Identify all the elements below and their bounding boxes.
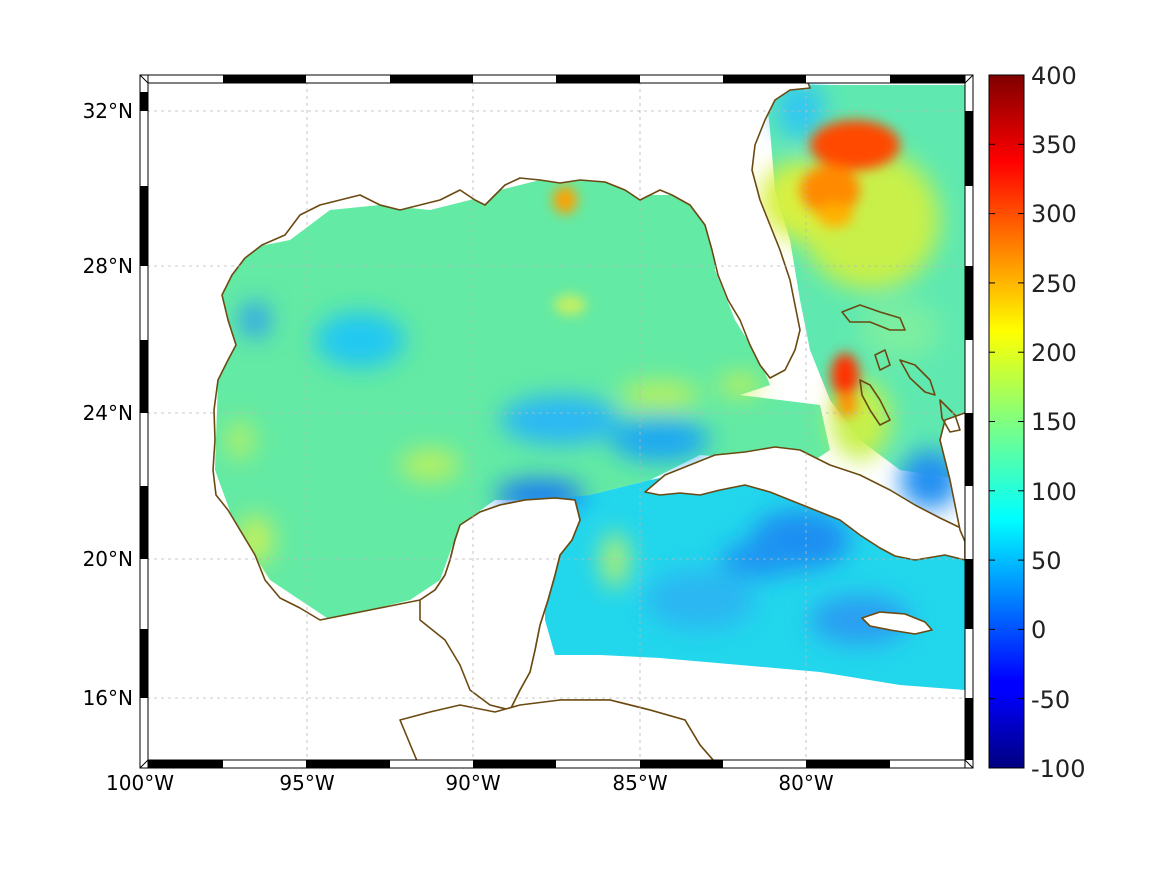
colorbar: 400 350 300 250 200 150 100 50 0 -50 -10… [988,62,1085,783]
colorbar-tick-label: 200 [1031,339,1077,367]
colorbar-tick-label: 300 [1031,200,1077,228]
colorbar-tick-label: 400 [1031,62,1077,90]
colorbar-tick-label: -100 [1031,755,1085,783]
cuba [644,446,966,561]
jamaica [861,611,933,635]
colorbar-tick-label: 0 [1031,616,1046,644]
field-hotspots [553,120,900,417]
colorbar-tick-label: 100 [1031,478,1077,506]
gulf-field [215,180,830,620]
longitude-labels: 100°W 95°W 90°W 85°W 80°W [106,771,834,795]
lat-tick-label: 24°N [83,401,133,425]
colorbar-tick-label: 250 [1031,270,1077,298]
yucatan-peninsula [419,497,581,711]
lon-tick-label: 100°W [106,771,174,795]
lon-tick-label: 95°W [279,771,334,795]
lat-tick-label: 28°N [83,254,133,278]
map-frame [139,74,974,769]
lat-tick-label: 16°N [83,686,133,710]
lat-tick-label: 20°N [83,547,133,571]
lon-tick-label: 80°W [778,771,833,795]
colorbar-tick-label: -50 [1031,686,1070,714]
colorbar-tick-label: 50 [1031,547,1062,575]
land [140,75,973,768]
lon-tick-label: 85°W [612,771,667,795]
colorbar-ticks [989,74,1024,769]
central-america [399,699,721,768]
colorbar-tick-label: 150 [1031,408,1077,436]
lat-tick-label: 32°N [83,99,133,123]
colorbar-tick-label: 350 [1031,131,1077,159]
graticule [140,75,973,768]
colorbar-labels: 400 350 300 250 200 150 100 50 0 -50 -10… [1031,62,1085,783]
lon-tick-label: 90°W [445,771,500,795]
bahamas [841,304,961,433]
latitude-labels: 32°N 28°N 24°N 20°N 16°N [83,99,133,710]
